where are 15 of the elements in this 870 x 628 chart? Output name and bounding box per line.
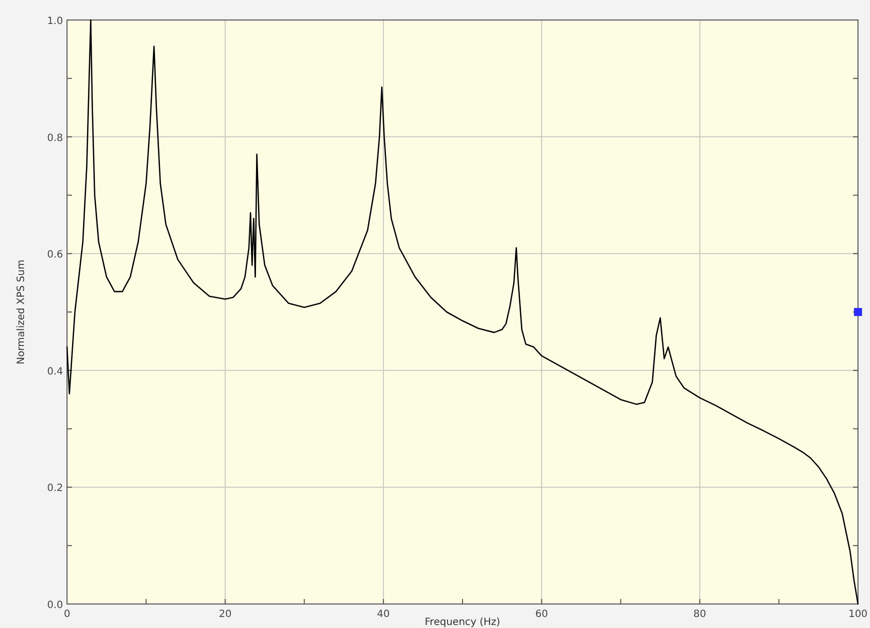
x-tick-label: 60 [535, 609, 548, 620]
x-tick-label: 100 [848, 609, 868, 620]
x-tick-label: 80 [693, 609, 706, 620]
x-axis-title: Frequency (Hz) [424, 617, 500, 628]
y-tick-label: 0.8 [47, 132, 63, 144]
y-tick-label: 0.6 [47, 250, 63, 261]
y-axis-title: Normalized XPS Sum [16, 260, 27, 364]
line-series [66, 19, 859, 605]
y-tick-label: 0.0 [47, 600, 63, 611]
x-tick-label: 0 [64, 609, 70, 620]
x-tick-label: 40 [377, 609, 390, 620]
y-tick-label: 0.2 [47, 483, 63, 494]
x-tick-label: 20 [218, 609, 232, 620]
y-tick-label: 1.0 [47, 16, 63, 27]
y-tick-label: 0.4 [47, 366, 63, 378]
